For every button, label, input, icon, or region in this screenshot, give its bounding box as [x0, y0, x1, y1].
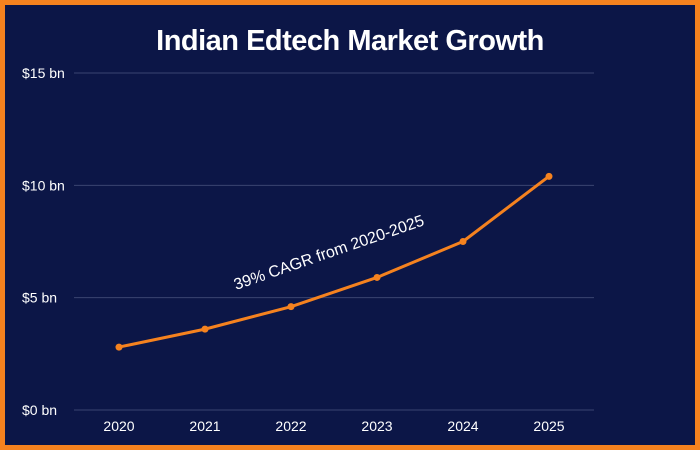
series-line: [117, 174, 551, 349]
y-tick-label: $0 bn: [22, 402, 57, 418]
data-point-2024: [459, 238, 467, 245]
y-axis-ticks: $0 bn $5 bn $10 bn $15 bn: [22, 65, 65, 418]
data-point-2021: [201, 325, 209, 333]
x-tick-label: 2024: [447, 418, 478, 434]
x-axis-ticks: 2020 2021 2022 2023 2024 2025: [103, 418, 564, 434]
chart-title: Indian Edtech Market Growth: [156, 25, 544, 57]
x-tick-label: 2020: [103, 418, 134, 434]
data-point-2025: [545, 172, 553, 180]
series-layer: [115, 172, 553, 351]
y-tick-label: $5 bn: [22, 290, 57, 306]
grid-lines: [74, 72, 594, 411]
y-tick-label: $10 bn: [22, 177, 65, 193]
data-point-2023: [373, 273, 381, 281]
data-point-2020: [115, 343, 123, 351]
x-tick-label: 2022: [275, 418, 306, 434]
data-point-2022: [287, 303, 295, 311]
x-tick-label: 2023: [361, 418, 392, 434]
y-tick-label: $15 bn: [22, 65, 65, 81]
x-tick-label: 2025: [533, 418, 564, 434]
x-tick-label: 2021: [189, 418, 220, 434]
cagr-annotation: 39% CAGR from 2020-2025: [232, 213, 427, 294]
